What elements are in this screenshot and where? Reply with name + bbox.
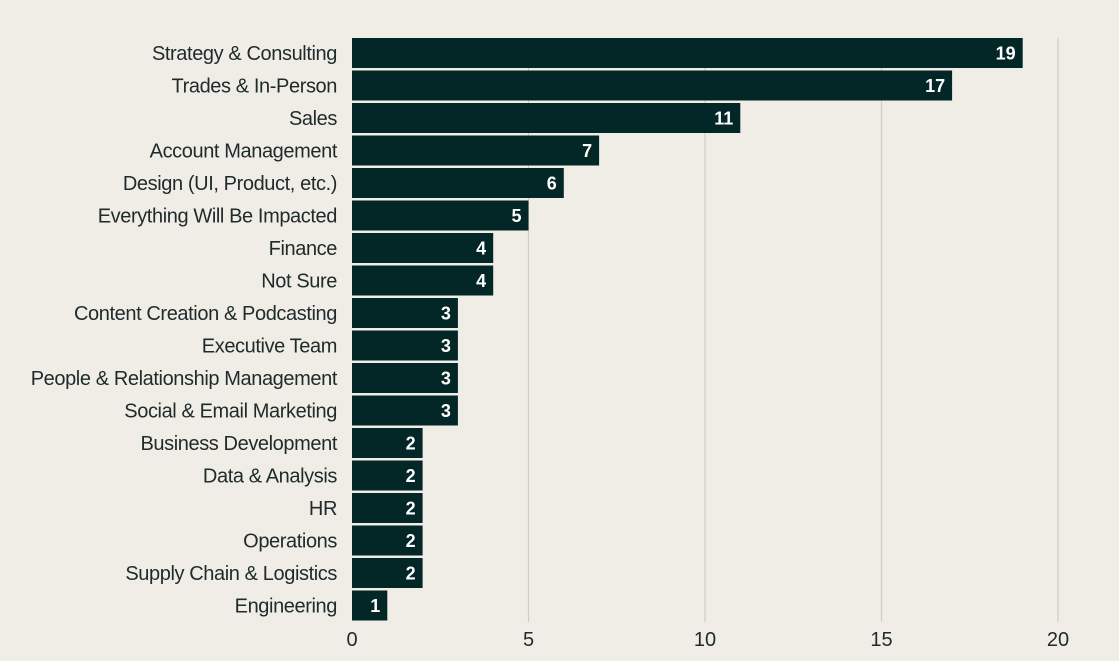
bar-trades-in-person <box>352 71 952 101</box>
category-label-layer: Strategy & Consulting Trades & In-Person S… <box>31 43 338 618</box>
bar-sales <box>352 103 740 133</box>
bar-layer <box>352 38 1023 621</box>
value-label-sales: 11 <box>714 109 733 129</box>
value-label-people-relationship-management: 3 <box>441 369 451 389</box>
category-label-engineering: Engineering <box>235 596 337 618</box>
value-label-data-analysis: 2 <box>406 466 416 486</box>
bar-strategy-consulting <box>352 38 1023 68</box>
category-label-social-email-marketing: Social & Email Marketing <box>124 401 337 423</box>
value-label-social-email-marketing: 3 <box>441 401 451 421</box>
bar-not-sure <box>352 266 493 296</box>
value-label-business-development: 2 <box>406 434 416 454</box>
value-label-executive-team: 3 <box>441 336 451 356</box>
category-label-finance: Finance <box>269 238 338 260</box>
value-label-account-management: 7 <box>582 141 592 161</box>
value-label-engineering: 1 <box>370 596 380 616</box>
value-label-strategy-consulting: 19 <box>996 44 1016 64</box>
value-label-finance: 4 <box>476 239 486 259</box>
value-label-supply-chain-logistics: 2 <box>406 564 416 584</box>
category-label-business-development: Business Development <box>140 433 337 455</box>
bar-everything-will-be-impacted <box>352 201 529 231</box>
value-label-operations: 2 <box>406 531 416 551</box>
category-label-people-relationship-management: People & Relationship Management <box>31 368 338 390</box>
value-label-hr: 2 <box>406 499 416 519</box>
value-label-content-creation-podcasting: 3 <box>441 304 451 324</box>
category-label-executive-team: Executive Team <box>202 336 337 358</box>
value-label-everything-will-be-impacted: 5 <box>511 206 521 226</box>
category-label-content-creation-podcasting: Content Creation & Podcasting <box>74 303 337 325</box>
x-tick-label-5: 5 <box>523 629 534 651</box>
bar-finance <box>352 233 493 263</box>
category-label-sales: Sales <box>289 108 337 130</box>
category-label-account-management: Account Management <box>150 141 338 163</box>
category-label-not-sure: Not Sure <box>261 271 337 293</box>
category-label-data-analysis: Data & Analysis <box>203 466 337 488</box>
x-tick-label-10: 10 <box>694 629 716 651</box>
x-tick-label-20: 20 <box>1047 629 1069 651</box>
category-label-strategy-consulting: Strategy & Consulting <box>152 43 337 65</box>
value-label-not-sure: 4 <box>476 271 486 291</box>
category-label-trades-in-person: Trades & In-Person <box>172 76 337 98</box>
category-label-design-ui-product-etc: Design (UI, Product, etc.) <box>123 173 337 195</box>
x-tick-label-0: 0 <box>346 629 357 651</box>
value-label-trades-in-person: 17 <box>925 76 945 96</box>
bar-account-management <box>352 136 599 166</box>
value-label-design-ui-product-etc: 6 <box>547 174 557 194</box>
x-tick-label-15: 15 <box>870 629 892 651</box>
category-label-everything-will-be-impacted: Everything Will Be Impacted <box>98 206 337 228</box>
category-label-hr: HR <box>309 498 337 520</box>
category-label-operations: Operations <box>243 531 337 553</box>
category-label-supply-chain-logistics: Supply Chain & Logistics <box>125 563 337 585</box>
bar-design-ui-product-etc <box>352 168 564 198</box>
x-axis-tick-layer: 0 5 10 15 20 <box>346 629 1069 651</box>
